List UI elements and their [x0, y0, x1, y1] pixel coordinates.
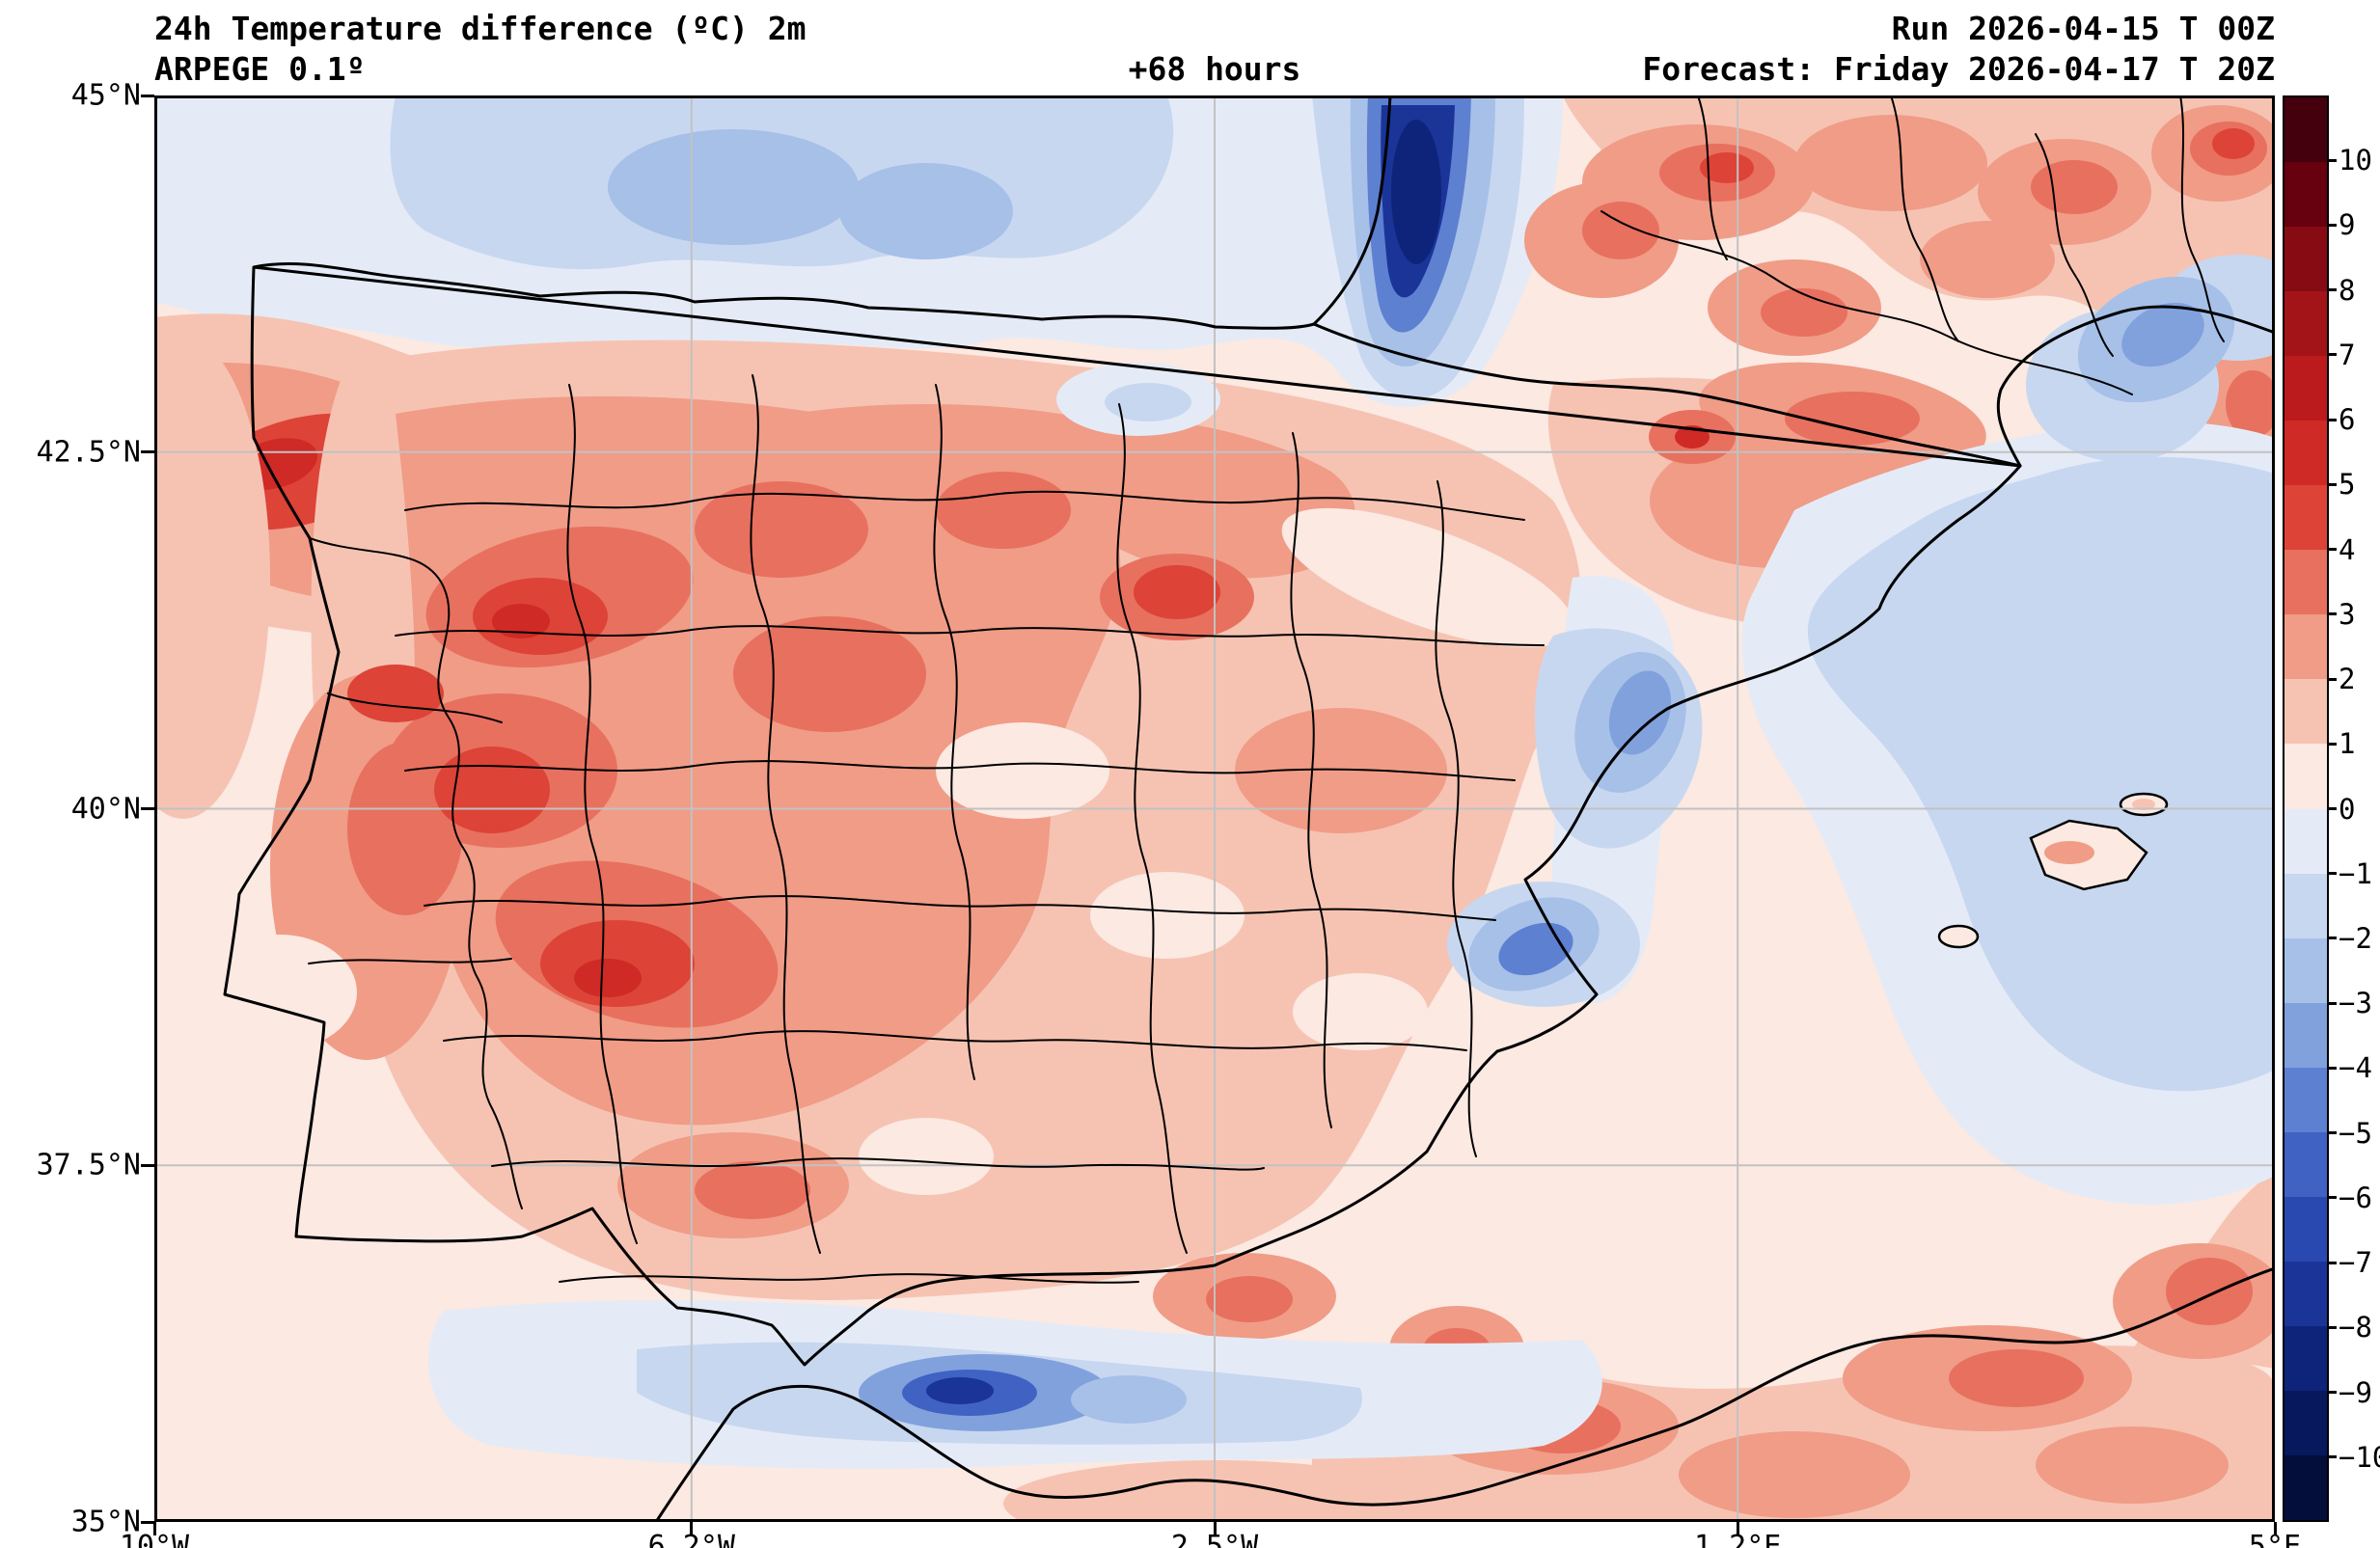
colorbar-tick: [2329, 612, 2337, 616]
colorbar-segment: [2284, 227, 2327, 292]
x-tick-label: 2.5°W: [1170, 1530, 1259, 1548]
colorbar-tick-label: 0: [2339, 792, 2356, 826]
colorbar-tick: [2329, 677, 2337, 681]
y-axis-tick: [141, 1520, 154, 1524]
colorbar-tick-label: 2: [2339, 663, 2356, 696]
y-tick-label: 42.5°N: [36, 435, 141, 470]
y-tick-label: 35°N: [70, 1505, 141, 1539]
colorbar-tick: [2329, 288, 2337, 292]
colorbar-tick-label: −10: [2339, 1440, 2380, 1474]
y-tick-label: 40°N: [70, 792, 141, 826]
coastlines: [223, 95, 2275, 1522]
colorbar-segment: [2284, 291, 2327, 357]
colorbar-segment: [2284, 1131, 2327, 1197]
y-axis-tick: [141, 807, 154, 810]
colorbar-tick-label: 10: [2339, 144, 2372, 177]
x-tick-label: 5°E: [2248, 1530, 2302, 1548]
balearic-islands: [1937, 792, 2169, 949]
colorbar-segment: [2284, 1067, 2327, 1132]
temperature-difference-map: [154, 95, 2275, 1522]
colorbar-tick-label: −5: [2339, 1116, 2372, 1150]
colorbar-tick: [2329, 482, 2337, 486]
x-axis-tick: [1736, 1522, 1739, 1535]
colorbar-tick: [2329, 1391, 2337, 1395]
x-axis-tick: [1213, 1522, 1217, 1535]
colorbar-tick-label: 4: [2339, 532, 2356, 566]
colorbar-tick-label: −8: [2339, 1311, 2372, 1344]
x-axis-tick: [690, 1522, 694, 1535]
forecast-label: Forecast: Friday 2026-04-17 T 20Z: [1642, 50, 2275, 88]
colorbar: [2283, 95, 2329, 1522]
colorbar-tick-label: 3: [2339, 597, 2356, 631]
colorbar-tick-label: 1: [2339, 727, 2356, 761]
run-label: Run 2026-04-15 T 00Z: [1891, 10, 2275, 47]
colorbar-tick-label: 9: [2339, 208, 2356, 242]
colorbar-segment: [2284, 744, 2327, 809]
colorbar-tick-label: −2: [2339, 921, 2372, 955]
colorbar-tick: [2329, 548, 2337, 552]
colorbar-segment: [2284, 808, 2327, 874]
graticule: [154, 95, 2275, 1522]
plot-border: [154, 95, 2275, 1522]
y-tick-label: 37.5°N: [36, 1148, 141, 1182]
colorbar-segment: [2284, 1325, 2327, 1391]
colorbar-segment: [2284, 550, 2327, 615]
colorbar-tick-label: 5: [2339, 468, 2356, 502]
colorbar-tick-label: −1: [2339, 856, 2372, 890]
colorbar-tick: [2329, 1196, 2337, 1200]
colorbar-segment: [2284, 679, 2327, 745]
colorbar-tick: [2329, 1001, 2337, 1005]
colorbar-segment: [2284, 937, 2327, 1003]
colorbar-tick: [2329, 418, 2337, 421]
colorbar-tick-label: 7: [2339, 338, 2356, 371]
page-title: 24h Temperature difference (ºC) 2m: [154, 10, 807, 47]
colorbar-segment: [2284, 485, 2327, 551]
colorbar-tick: [2329, 353, 2337, 357]
colorbar-segment: [2284, 1454, 2327, 1521]
x-tick-label: 1.2°E: [1694, 1530, 1782, 1548]
biscay-cold-band: [154, 95, 1563, 407]
colorbar-tick: [2329, 742, 2337, 746]
colorbar-tick: [2329, 1066, 2337, 1070]
colorbar-segment: [2284, 421, 2327, 486]
colorbar-tick: [2329, 1131, 2337, 1135]
colorbar-tick-label: −4: [2339, 1051, 2372, 1085]
colorbar-tick-label: −6: [2339, 1181, 2372, 1214]
colorbar-tick-label: 8: [2339, 273, 2356, 307]
colorbar-segment: [2284, 614, 2327, 680]
map-canvas: [154, 95, 2275, 1522]
colorbar-segment: [2284, 162, 2327, 228]
y-axis-tick: [141, 450, 154, 454]
colorbar-tick: [2329, 937, 2337, 940]
province-borders: [308, 95, 2225, 1284]
x-tick-label: 10°W: [119, 1530, 190, 1548]
y-axis-tick: [141, 94, 154, 97]
colorbar-tick-label: −3: [2339, 987, 2372, 1020]
x-tick-label: 6.2°W: [647, 1530, 735, 1548]
model-label: ARPEGE 0.1º: [154, 50, 366, 88]
colorbar-tick: [2329, 807, 2337, 810]
y-axis-tick: [141, 1163, 154, 1167]
colorbar-tick-label: −9: [2339, 1375, 2372, 1409]
x-axis-tick: [152, 1522, 156, 1535]
colorbar-segment: [2284, 97, 2327, 163]
colorbar-tick-label: 6: [2339, 403, 2356, 437]
colorbar-tick-label: −7: [2339, 1246, 2372, 1280]
colorbar-tick: [2329, 223, 2337, 227]
colorbar-segment: [2284, 1002, 2327, 1068]
x-axis-tick: [2273, 1522, 2277, 1535]
lead-time-label: +68 hours: [1128, 50, 1301, 88]
colorbar-segment: [2284, 873, 2327, 938]
colorbar-tick: [2329, 1325, 2337, 1329]
colorbar-segment: [2284, 356, 2327, 421]
colorbar-tick: [2329, 158, 2337, 162]
y-tick-label: 45°N: [70, 78, 141, 113]
colorbar-tick: [2329, 1455, 2337, 1459]
colorbar-tick: [2329, 872, 2337, 876]
colorbar-segment: [2284, 1196, 2327, 1262]
colorbar-segment: [2284, 1390, 2327, 1455]
colorbar-tick: [2329, 1261, 2337, 1264]
colorbar-segment: [2284, 1261, 2327, 1326]
